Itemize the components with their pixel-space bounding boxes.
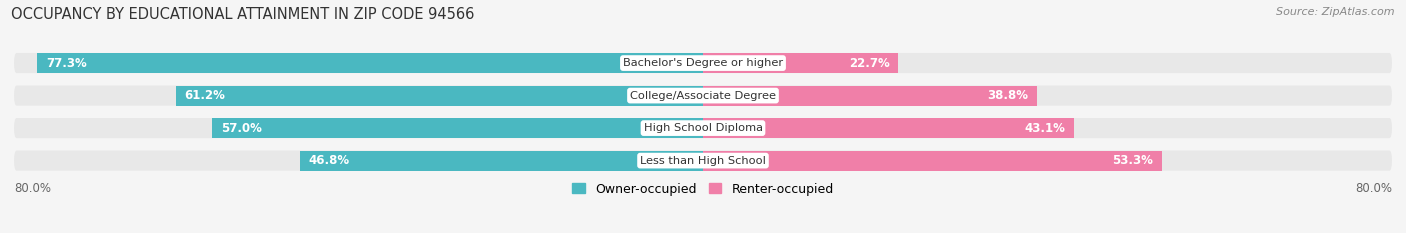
Legend: Owner-occupied, Renter-occupied: Owner-occupied, Renter-occupied [568, 178, 838, 201]
Bar [38, 53, 703, 73]
Text: 53.3%: 53.3% [1112, 154, 1153, 167]
Text: High School Diploma: High School Diploma [644, 123, 762, 133]
Text: Bachelor's Degree or higher: Bachelor's Degree or higher [623, 58, 783, 68]
Text: 57.0%: 57.0% [221, 122, 262, 135]
Bar [176, 86, 703, 106]
Bar [703, 118, 1074, 138]
Text: 43.1%: 43.1% [1025, 122, 1066, 135]
Bar [703, 151, 1161, 171]
Bar [212, 118, 703, 138]
Text: 61.2%: 61.2% [184, 89, 225, 102]
Bar [299, 151, 703, 171]
Text: OCCUPANCY BY EDUCATIONAL ATTAINMENT IN ZIP CODE 94566: OCCUPANCY BY EDUCATIONAL ATTAINMENT IN Z… [11, 7, 475, 22]
Text: 38.8%: 38.8% [987, 89, 1029, 102]
Text: 77.3%: 77.3% [46, 57, 87, 70]
FancyBboxPatch shape [14, 86, 1392, 106]
Text: 46.8%: 46.8% [308, 154, 350, 167]
FancyBboxPatch shape [14, 118, 1392, 138]
FancyBboxPatch shape [14, 53, 1392, 73]
Text: College/Associate Degree: College/Associate Degree [630, 91, 776, 101]
Text: 22.7%: 22.7% [849, 57, 890, 70]
Text: Less than High School: Less than High School [640, 156, 766, 166]
FancyBboxPatch shape [14, 151, 1392, 171]
Text: Source: ZipAtlas.com: Source: ZipAtlas.com [1277, 7, 1395, 17]
Text: 80.0%: 80.0% [14, 182, 51, 195]
Bar [703, 53, 898, 73]
Bar [703, 86, 1038, 106]
Text: 80.0%: 80.0% [1355, 182, 1392, 195]
